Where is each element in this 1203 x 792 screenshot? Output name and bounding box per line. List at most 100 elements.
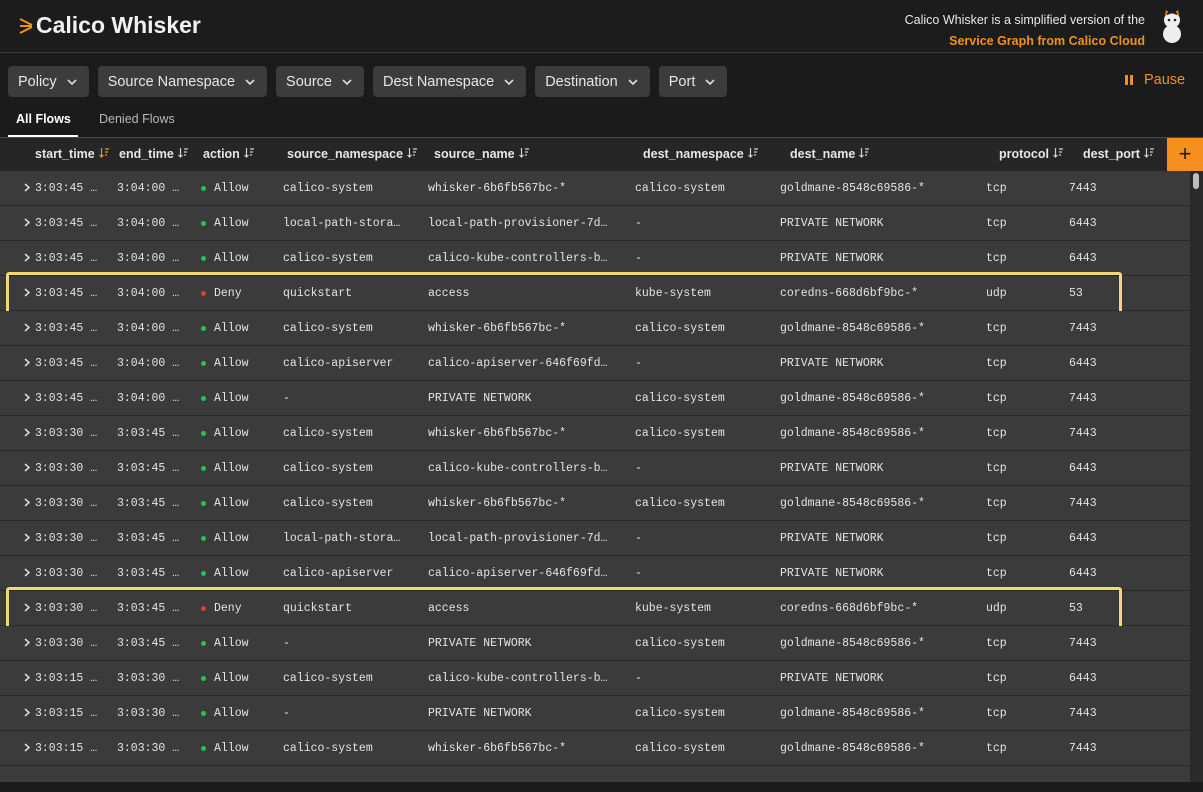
column-label: start_time <box>35 147 95 161</box>
expand-chevron <box>22 428 31 441</box>
column-header[interactable]: end_time <box>119 147 189 161</box>
table-cell: - <box>635 462 642 475</box>
column-label: dest_namespace <box>643 147 744 161</box>
table-cell: goldmane-8548c69586-* <box>780 637 925 650</box>
expand-chevron <box>22 708 31 721</box>
flow-row[interactable]: 3:03:15 … 3:03:30 … Allow calico-system cali… <box>0 661 1190 696</box>
flow-row[interactable]: 3:03:30 … 3:03:45 … Allow - PRIVATE NETWORK c… <box>0 626 1190 661</box>
dropdown-icon <box>245 74 255 90</box>
table-cell: 3:03:30 … <box>35 602 98 615</box>
expand-chevron <box>22 743 31 756</box>
column-header[interactable]: action <box>203 147 255 161</box>
expand-chevron <box>22 393 31 406</box>
table-cell: Allow <box>214 532 249 545</box>
column-label: dest_name <box>790 147 856 161</box>
column-header[interactable]: start_time <box>35 147 110 161</box>
note-link[interactable]: Service Graph from Calico Cloud <box>949 34 1145 48</box>
column-label: dest_port <box>1083 147 1140 161</box>
table-cell: goldmane-8548c69586-* <box>780 182 925 195</box>
action-dot <box>201 361 206 366</box>
filter-dropdown[interactable]: Source <box>276 66 364 97</box>
add-column-button[interactable]: + <box>1167 138 1203 171</box>
expand-chevron <box>22 218 31 231</box>
filter-label: Dest Namespace <box>382 73 495 90</box>
column-header[interactable]: dest_namespace <box>643 147 759 161</box>
filter-dropdown[interactable]: Source Namespace <box>97 66 268 97</box>
table-cell: calico-kube-controllers-b… <box>428 672 608 685</box>
table-cell: calico-system <box>283 742 373 755</box>
filter-dropdown[interactable]: Dest Namespace <box>372 66 527 97</box>
pause-button[interactable]: Pause <box>1124 72 1185 88</box>
flow-row[interactable]: 3:03:45 … 3:04:00 … Allow - PRIVATE NETWORK c… <box>0 381 1190 416</box>
flow-row[interactable]: 3:03:30 … 3:03:45 … Allow calico-system whis… <box>0 486 1190 521</box>
table-cell: - <box>635 532 642 545</box>
flow-row[interactable]: 3:03:30 … 3:03:45 … Deny quickstart access ku… <box>0 587 1190 629</box>
table-cell: local-path-provisioner-7d… <box>428 217 608 230</box>
table-cell: calico-apiserver-646f69fd… <box>428 357 608 370</box>
action-dot <box>201 711 206 716</box>
table-cell: Allow <box>214 392 249 405</box>
flow-row-partial[interactable] <box>0 766 1190 782</box>
table-cell: Allow <box>214 217 249 230</box>
table-cell: tcp <box>986 707 1007 720</box>
column-header[interactable]: source_namespace <box>287 147 418 161</box>
flow-row[interactable]: 3:03:45 … 3:04:00 … Allow calico-apiserver c… <box>0 346 1190 381</box>
flow-row[interactable]: 3:03:30 … 3:03:45 … Allow calico-system whis… <box>0 416 1190 451</box>
filter-dropdown[interactable]: Policy <box>8 66 89 97</box>
table-cell: whisker-6b6fb567bc-* <box>428 497 567 510</box>
flow-row[interactable]: 3:03:45 … 3:04:00 … Allow calico-system whis… <box>0 311 1190 346</box>
table-cell: 3:03:45 … <box>35 322 98 335</box>
table-cell: 3:03:45 … <box>117 532 180 545</box>
table-cell: Allow <box>214 637 249 650</box>
table-cell: calico-system <box>635 707 725 720</box>
table-cell: Allow <box>214 252 249 265</box>
filter-bar: Policy Source Namespace Source Dest Namespa… <box>8 66 728 97</box>
table-cell: 3:03:45 … <box>117 462 180 475</box>
scroll-thumb[interactable] <box>1193 173 1199 189</box>
filter-label: Source <box>286 73 332 90</box>
table-cell: - <box>283 392 290 405</box>
action-dot <box>201 186 206 191</box>
table-cell: 3:03:45 … <box>35 357 98 370</box>
tab[interactable]: Denied Flows <box>99 112 175 126</box>
column-header[interactable]: source_name <box>434 147 530 161</box>
table-cell: 3:04:00 … <box>117 392 180 405</box>
table-cell: 6443 <box>1069 357 1097 370</box>
table-cell: calico-system <box>283 462 373 475</box>
column-header[interactable]: dest_name <box>790 147 870 161</box>
filter-dropdown[interactable]: Destination <box>535 66 650 97</box>
flow-row[interactable]: 3:03:15 … 3:03:30 … Allow - PRIVATE NETWORK c… <box>0 696 1190 731</box>
dropdown-icon <box>67 74 77 90</box>
flow-row[interactable]: 3:03:45 … 3:04:00 … Allow local-path-stora…… <box>0 206 1190 241</box>
table-cell: 3:04:00 … <box>117 182 180 195</box>
tab-bar: All Flows Denied Flows <box>0 104 1203 138</box>
flow-row[interactable]: 3:03:15 … 3:03:30 … Allow calico-system whis… <box>0 731 1190 766</box>
table-cell: 6443 <box>1069 252 1097 265</box>
flow-row[interactable]: 3:03:30 … 3:03:45 … Allow calico-system cali… <box>0 451 1190 486</box>
table-cell: 7443 <box>1069 392 1097 405</box>
expand-chevron <box>22 463 31 476</box>
flow-row[interactable]: 3:03:45 … 3:04:00 … Deny quickstart access ku… <box>0 272 1190 314</box>
expand-chevron <box>22 568 31 581</box>
flow-row[interactable]: 3:03:45 … 3:04:00 … Allow calico-system cali… <box>0 241 1190 276</box>
table-cell: 3:03:45 … <box>117 637 180 650</box>
table-cell: tcp <box>986 672 1007 685</box>
filter-dropdown[interactable]: Port <box>658 66 728 97</box>
flow-row[interactable]: 3:03:30 … 3:03:45 … Allow calico-apiserver c… <box>0 556 1190 591</box>
table-cell: whisker-6b6fb567bc-* <box>428 322 567 335</box>
table-cell: calico-system <box>635 427 725 440</box>
flow-row[interactable]: 3:03:45 … 3:04:00 … Allow calico-system whis… <box>0 171 1190 206</box>
table-cell: PRIVATE NETWORK <box>428 707 532 720</box>
tab[interactable]: All Flows <box>16 112 71 126</box>
table-cell: 3:04:00 … <box>117 357 180 370</box>
flow-row[interactable]: 3:03:30 … 3:03:45 … Allow local-path-stora…… <box>0 521 1190 556</box>
table-cell: calico-system <box>635 322 725 335</box>
column-header[interactable]: dest_port <box>1083 147 1155 161</box>
action-dot <box>201 501 206 506</box>
table-cell: Allow <box>214 322 249 335</box>
column-header[interactable]: protocol <box>999 147 1064 161</box>
table-cell: calico-system <box>283 497 373 510</box>
table-cell: 7443 <box>1069 637 1097 650</box>
table-cell: whisker-6b6fb567bc-* <box>428 182 567 195</box>
table-cell: calico-apiserver <box>283 357 394 370</box>
